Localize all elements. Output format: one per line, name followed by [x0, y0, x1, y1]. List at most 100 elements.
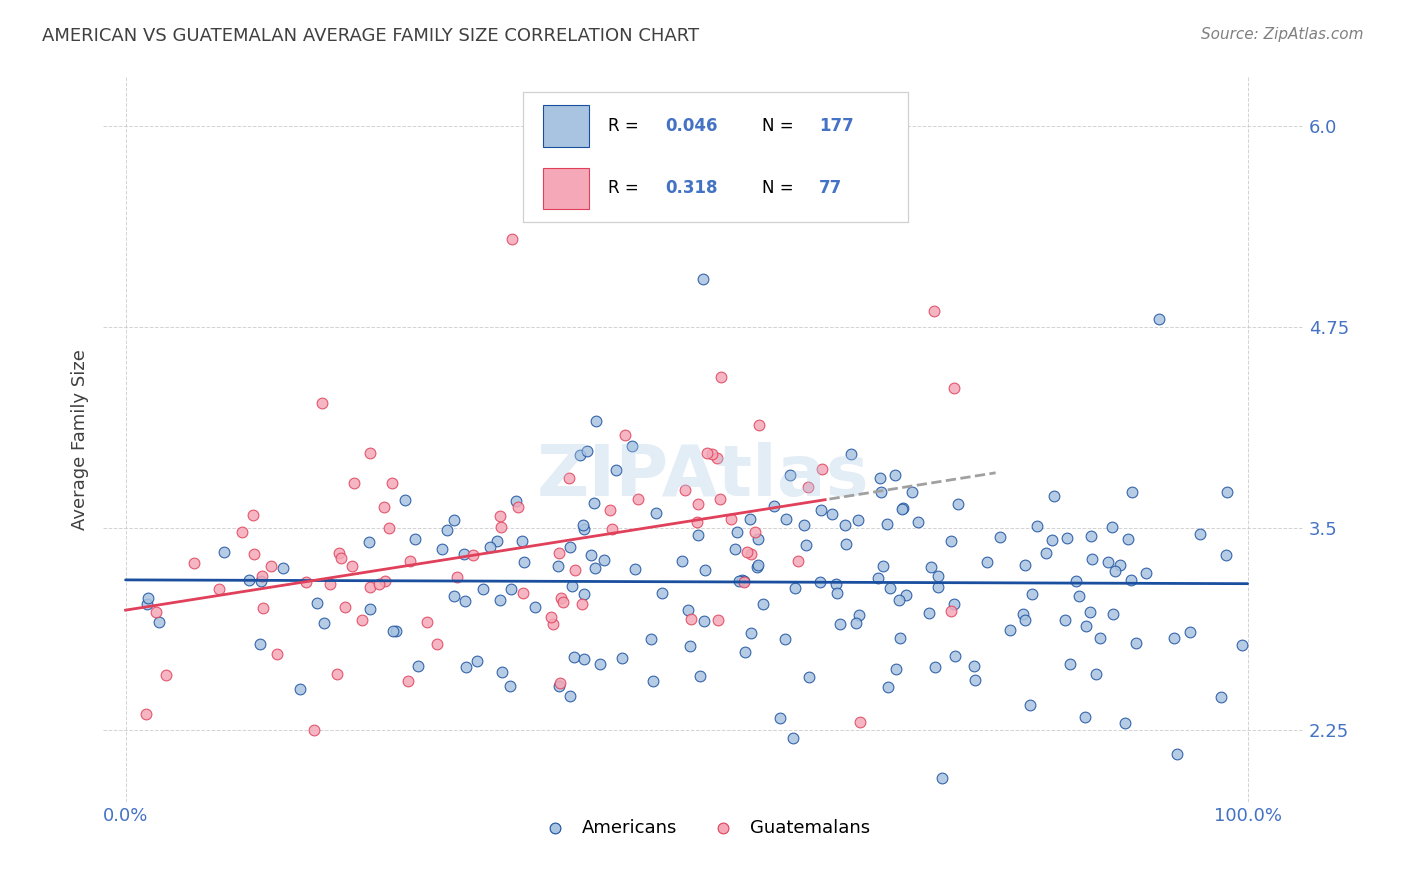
Point: [931, 771, 953, 785]
Point: [797, 670, 820, 684]
Point: [155, 667, 177, 681]
Point: [415, 615, 437, 630]
Point: [640, 632, 662, 647]
Point: [335, 600, 357, 615]
Point: [436, 523, 458, 537]
Point: [505, 493, 527, 508]
Point: [651, 585, 673, 599]
Point: [738, 512, 761, 526]
Point: [385, 624, 408, 638]
Point: [1097, 555, 1119, 569]
Point: [572, 587, 595, 601]
Point: [1074, 618, 1097, 632]
Point: [373, 500, 395, 514]
Point: [879, 581, 901, 595]
Point: [136, 591, 159, 605]
Point: [922, 304, 945, 318]
Point: [1114, 716, 1136, 731]
Point: [1056, 531, 1078, 545]
Point: [249, 637, 271, 651]
Point: [825, 586, 848, 600]
Point: [305, 596, 328, 610]
Text: ZIPAtlas: ZIPAtlas: [537, 442, 870, 510]
Point: [1109, 558, 1132, 573]
Point: [706, 451, 728, 466]
Point: [939, 604, 962, 618]
Point: [501, 231, 523, 245]
Point: [406, 659, 429, 673]
Point: [501, 582, 523, 596]
Point: [1189, 527, 1212, 541]
Point: [709, 491, 731, 506]
Point: [340, 559, 363, 574]
Point: [614, 427, 637, 442]
Point: [821, 508, 844, 522]
Point: [644, 506, 666, 520]
Point: [145, 605, 167, 619]
Point: [891, 500, 914, 515]
Point: [1125, 636, 1147, 650]
Point: [775, 632, 797, 647]
Point: [747, 532, 769, 546]
Point: [328, 546, 350, 560]
Point: [302, 723, 325, 737]
Point: [1074, 709, 1097, 723]
Point: [869, 471, 891, 485]
Point: [775, 512, 797, 526]
Point: [725, 525, 748, 540]
Text: Source: ZipAtlas.com: Source: ZipAtlas.com: [1201, 27, 1364, 42]
Point: [562, 650, 585, 665]
Point: [589, 657, 612, 672]
Point: [461, 548, 484, 562]
Point: [834, 518, 856, 533]
Point: [785, 582, 807, 596]
Point: [558, 540, 581, 554]
Point: [396, 673, 419, 688]
Point: [404, 532, 426, 546]
Point: [572, 518, 595, 533]
Point: [976, 555, 998, 569]
Point: [1012, 607, 1035, 621]
Point: [752, 597, 775, 611]
Point: [513, 555, 536, 569]
Point: [612, 651, 634, 665]
Point: [707, 614, 730, 628]
Point: [692, 614, 714, 628]
Point: [681, 612, 703, 626]
Point: [136, 598, 159, 612]
Point: [312, 616, 335, 631]
Point: [1035, 546, 1057, 560]
Point: [835, 537, 858, 551]
Point: [620, 439, 643, 453]
Point: [627, 492, 650, 507]
Point: [624, 562, 647, 576]
Point: [326, 667, 349, 681]
Point: [740, 626, 762, 640]
Point: [491, 665, 513, 680]
Point: [1116, 533, 1139, 547]
Point: [671, 554, 693, 568]
Point: [454, 660, 477, 674]
Point: [576, 443, 599, 458]
Point: [357, 535, 380, 549]
Point: [866, 571, 889, 585]
Point: [700, 447, 723, 461]
Point: [454, 594, 477, 608]
Point: [747, 558, 769, 572]
Point: [846, 513, 869, 527]
Point: [998, 623, 1021, 637]
Point: [730, 574, 752, 588]
Point: [1180, 624, 1202, 639]
Point: [271, 560, 294, 574]
Point: [733, 574, 755, 589]
Point: [1018, 698, 1040, 712]
Point: [943, 381, 966, 395]
Point: [1121, 485, 1143, 500]
Point: [1053, 613, 1076, 627]
Point: [1230, 639, 1253, 653]
Point: [212, 545, 235, 559]
Point: [579, 548, 602, 562]
Point: [734, 645, 756, 659]
Point: [398, 553, 420, 567]
Point: [676, 603, 699, 617]
